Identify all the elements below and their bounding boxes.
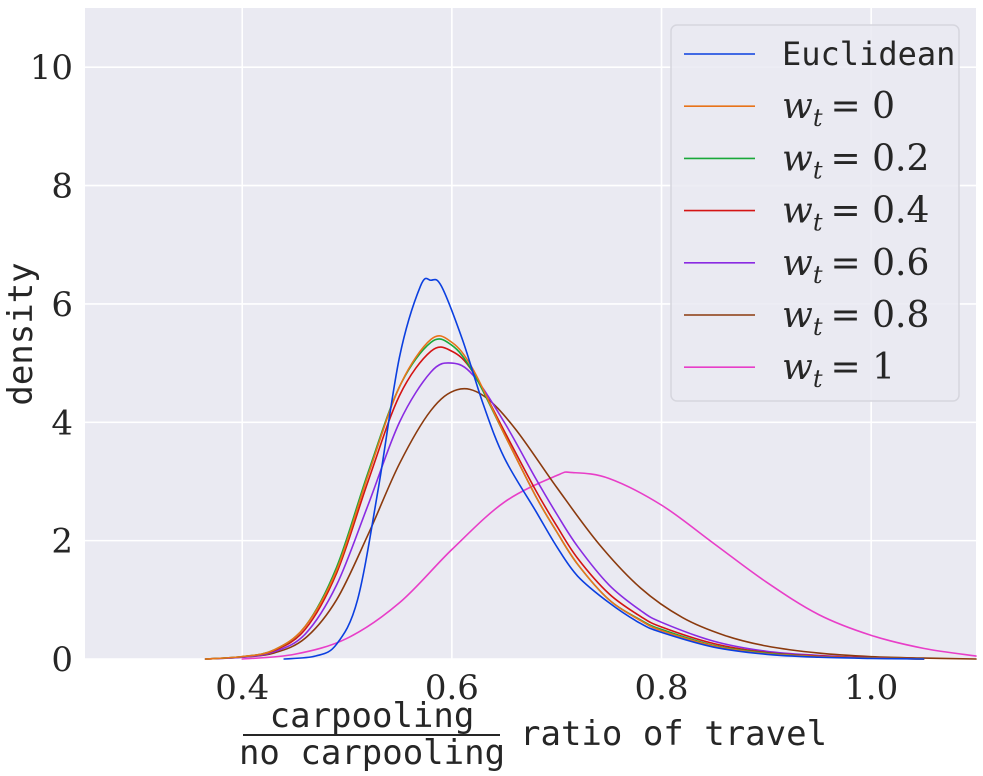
series-line (204, 362, 925, 660)
legend-subscript-t: t (813, 313, 823, 341)
x-tick-label: 0.6 (425, 668, 479, 708)
legend-value: = 0 (830, 86, 895, 127)
legend-subscript-t: t (813, 365, 823, 393)
legend-subscript-t: t (813, 156, 823, 184)
series-line (283, 277, 925, 660)
series-line (204, 346, 925, 660)
legend-label: wt = 0.8 (782, 295, 929, 341)
legend-symbol-w: w (782, 138, 813, 179)
series-line (204, 335, 925, 660)
legend-label: Euclidean (782, 35, 955, 73)
x-tick-label: 0.4 (215, 668, 269, 708)
legend-value: = 0.2 (830, 138, 929, 179)
legend-symbol-w: w (782, 347, 813, 388)
x-tick-label: 1.0 (844, 668, 898, 708)
y-tick-label: 4 (51, 403, 73, 443)
legend-value: = 0.4 (830, 191, 929, 232)
legend-subscript-t: t (813, 209, 823, 237)
legend-label: wt = 0.6 (782, 243, 929, 289)
x-tick-label: 0.8 (634, 668, 688, 708)
series-layer (204, 277, 977, 660)
legend-symbol-w: w (782, 191, 813, 232)
legend-symbol-w: w (782, 243, 813, 284)
y-axis-label: density (1, 262, 41, 405)
x-axis-label-denominator: no carpooling (239, 733, 505, 773)
legend-symbol-w: w (782, 86, 813, 127)
series-line (204, 387, 977, 660)
legend-symbol-w: w (782, 295, 813, 336)
legend-label: wt = 0.4 (782, 191, 929, 237)
legend-label: wt = 0 (782, 86, 895, 132)
legend-value: = 0.8 (830, 295, 929, 336)
axis-ticks: 0.4 0.6 0.8 1.0 0 2 4 6 8 10 (30, 48, 898, 708)
legend-label: wt = 0.2 (782, 138, 929, 184)
y-tick-label: 2 (51, 522, 73, 562)
legend-subscript-t: t (813, 261, 823, 289)
legend-box (670, 24, 960, 402)
y-tick-label: 0 (51, 640, 73, 680)
legend-value: = 0.6 (830, 243, 929, 284)
y-tick-label: 8 (51, 167, 73, 207)
series-line (241, 471, 977, 660)
legend-subscript-t: t (813, 104, 823, 132)
x-axis-label: carpooling no carpooling ratio of travel (239, 696, 827, 773)
legend-label: wt = 1 (782, 347, 895, 393)
y-tick-label: 6 (51, 285, 73, 325)
legend-value: = 1 (830, 347, 895, 388)
y-tick-label: 10 (30, 48, 73, 88)
x-axis-label-numerator: carpooling (270, 696, 475, 736)
x-axis-label-suffix: ratio of travel (520, 714, 827, 754)
